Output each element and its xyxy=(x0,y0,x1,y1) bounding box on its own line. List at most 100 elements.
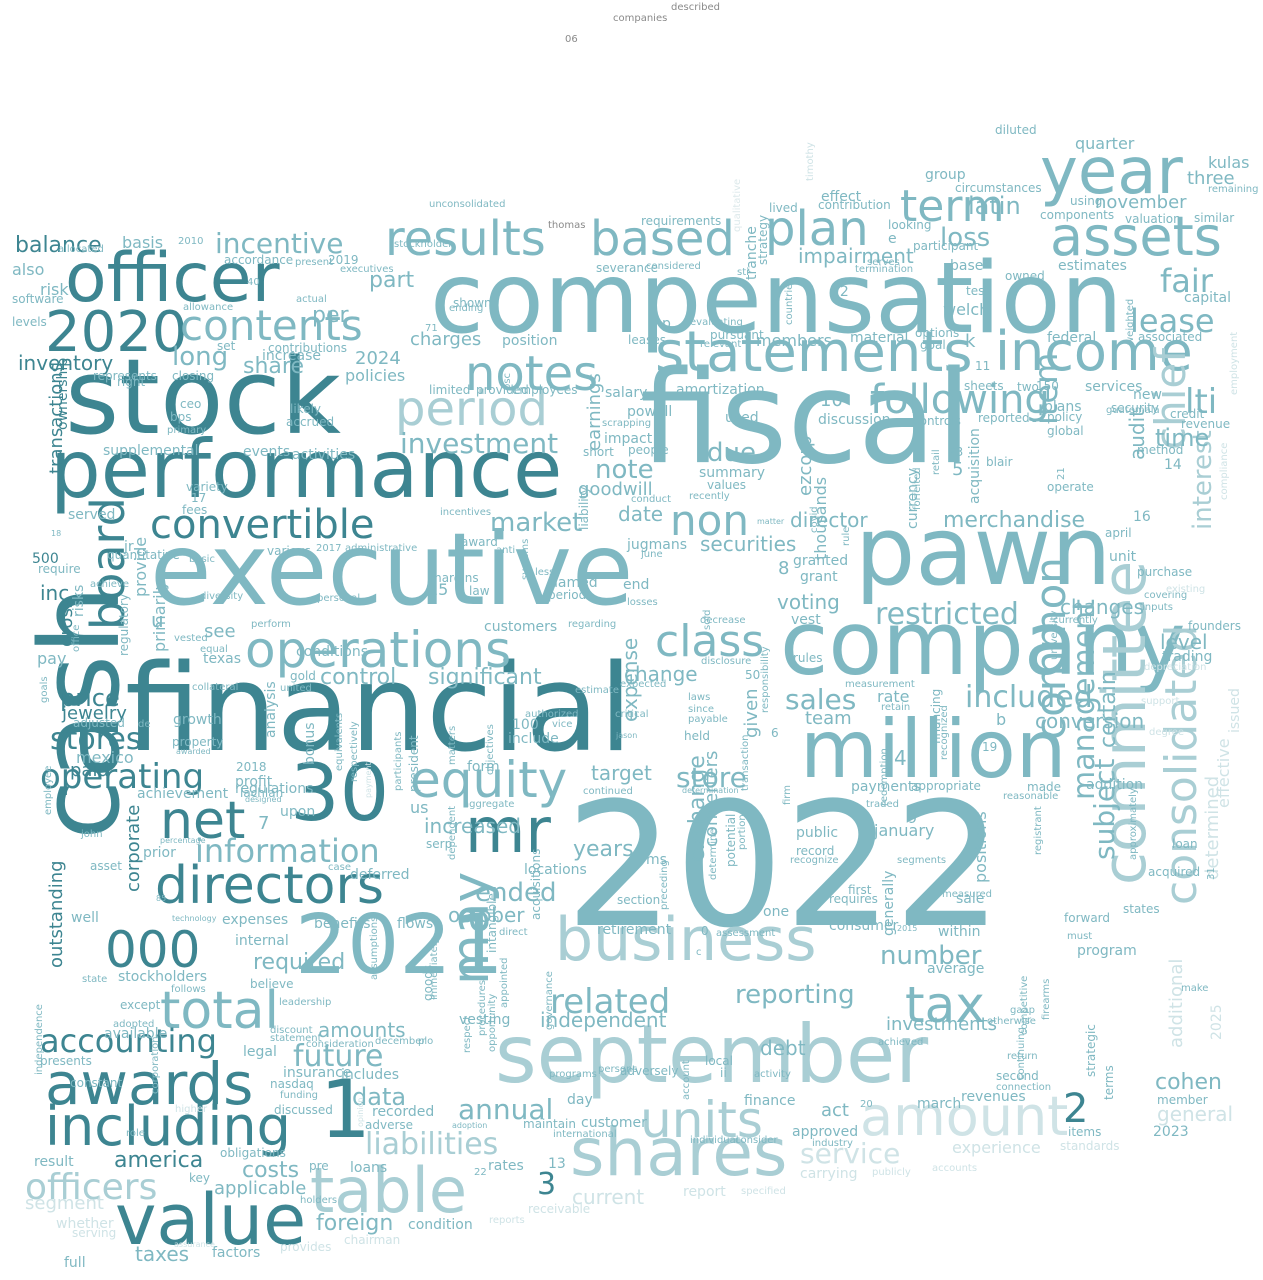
cloud-word: appointed xyxy=(499,957,510,1008)
cloud-word: operations xyxy=(245,621,512,679)
cloud-word: effect xyxy=(821,189,862,205)
cloud-word: redemption xyxy=(879,748,890,806)
cloud-word: adopted xyxy=(113,1019,155,1030)
cloud-word: unit xyxy=(1109,549,1137,565)
cloud-word: respect xyxy=(462,1015,473,1053)
cloud-word: team xyxy=(805,708,852,729)
cloud-word: shares xyxy=(570,1114,788,1191)
cloud-word: full xyxy=(64,1255,86,1271)
cloud-word: used xyxy=(725,410,759,426)
cloud-word: us xyxy=(410,798,429,817)
cloud-word: global xyxy=(1047,424,1084,438)
cloud-word: goods xyxy=(421,964,435,1001)
cloud-word: collateral xyxy=(192,682,239,693)
cloud-word: 16 xyxy=(1133,509,1151,525)
cloud-word: addition xyxy=(1086,777,1144,793)
cloud-word: continued xyxy=(583,786,633,797)
cloud-word: non xyxy=(670,496,749,545)
cloud-word: required xyxy=(253,950,346,975)
cloud-word: stock xyxy=(65,336,341,458)
cloud-word: 18 xyxy=(51,529,62,538)
cloud-word: results xyxy=(385,211,546,267)
cloud-word: case xyxy=(328,862,351,873)
cloud-word: preceding xyxy=(659,860,670,910)
cloud-word: average xyxy=(927,961,985,977)
cloud-word: retain xyxy=(881,702,911,713)
cloud-word: contributions xyxy=(268,341,347,355)
cloud-word: pre xyxy=(309,1159,329,1173)
cloud-word: psc xyxy=(502,372,513,390)
cloud-word: p xyxy=(662,316,671,332)
cloud-word: jason xyxy=(616,731,638,740)
cloud-word: december xyxy=(375,1036,426,1047)
cloud-word: components xyxy=(1040,208,1115,222)
cloud-word: units xyxy=(640,1091,763,1149)
cloud-word: services xyxy=(1085,379,1143,395)
cloud-word: change xyxy=(624,662,698,686)
cloud-word: mr xyxy=(465,794,551,867)
cloud-word: positions xyxy=(971,811,990,883)
cloud-word: participant xyxy=(913,239,979,253)
cloud-word: rate xyxy=(877,687,910,706)
cloud-word: result xyxy=(34,1154,74,1170)
cloud-word: john xyxy=(81,829,103,840)
cloud-word: 85 xyxy=(156,894,167,903)
cloud-word: performance xyxy=(50,423,563,516)
cloud-word: estimates xyxy=(1058,258,1127,274)
cloud-word: number xyxy=(880,941,982,971)
cloud-word: reports xyxy=(489,1215,525,1226)
cloud-word: regulations xyxy=(235,781,314,797)
cloud-word: existing xyxy=(1166,584,1206,595)
cloud-word: serves xyxy=(867,257,900,268)
cloud-word: owned xyxy=(1005,269,1045,283)
cloud-word: issued xyxy=(1227,688,1243,733)
cloud-word: associated xyxy=(1138,330,1203,344)
cloud-word: controls xyxy=(913,414,961,428)
cloud-word: foreign xyxy=(316,1211,394,1236)
cloud-word: payable xyxy=(688,714,728,725)
cloud-word: bps xyxy=(170,410,192,424)
cloud-word: officer xyxy=(65,239,280,318)
cloud-word: 100 xyxy=(512,717,539,733)
cloud-word: employees xyxy=(512,383,578,397)
cloud-word: approximately xyxy=(1128,788,1139,860)
cloud-word: act xyxy=(821,1100,849,1121)
cloud-word: opinion xyxy=(356,1097,365,1127)
cloud-word: ownership xyxy=(55,357,71,430)
cloud-word: role xyxy=(126,1128,145,1139)
cloud-word: companies xyxy=(613,13,668,24)
cloud-word: recorded xyxy=(372,1104,435,1120)
cloud-word: vested xyxy=(174,633,208,644)
cloud-word: events xyxy=(243,444,291,460)
cloud-word: require xyxy=(38,562,81,576)
cloud-word: evaluating xyxy=(690,317,743,328)
cloud-word: strategy xyxy=(756,214,770,265)
cloud-word: fiscal xyxy=(640,344,972,493)
cloud-word: gold xyxy=(290,669,316,683)
cloud-word: periods xyxy=(548,588,593,602)
cloud-word: value xyxy=(115,1179,307,1261)
cloud-word: systems xyxy=(520,538,531,580)
cloud-word: directors xyxy=(155,856,384,916)
cloud-word: portion xyxy=(737,814,748,850)
cloud-word: risks xyxy=(71,584,87,617)
cloud-word: short xyxy=(583,445,614,459)
cloud-word: sale xyxy=(956,891,985,907)
cloud-word: outstanding xyxy=(46,860,67,968)
cloud-word: supplemental xyxy=(103,443,199,459)
cloud-word: price xyxy=(60,684,120,712)
cloud-word: benefits xyxy=(314,916,371,932)
cloud-word: authorized xyxy=(525,709,579,720)
cloud-word: aggregate xyxy=(463,799,515,810)
cloud-word: closing xyxy=(172,369,215,383)
cloud-word: pursuant xyxy=(710,328,764,342)
cloud-word: section xyxy=(617,893,661,907)
cloud-word: dependent xyxy=(447,805,458,860)
cloud-word: 2020 xyxy=(45,300,188,365)
cloud-word: sales xyxy=(785,683,857,716)
cloud-word: incentives xyxy=(440,507,492,518)
cloud-word: plans xyxy=(1044,399,1082,415)
cloud-word: measurement xyxy=(845,679,915,690)
cloud-word: stockholder xyxy=(394,239,453,250)
cloud-word: october xyxy=(448,903,525,927)
